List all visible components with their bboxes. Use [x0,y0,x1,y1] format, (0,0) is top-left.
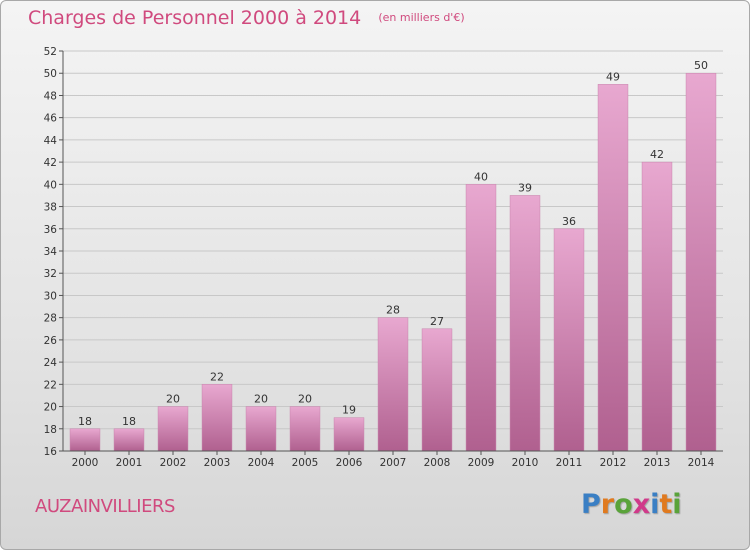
y-tick-label: 34 [44,246,58,258]
axis-layer: 16 18 20 22 24 26 28 30 32 34 36 38 40 42 44 46 48 50 52 20… [44,46,723,469]
bar-2012 [597,84,629,452]
bar-2002 [157,406,189,452]
brand-logo: Proxiti [581,489,682,520]
y-tick-label: 50 [44,68,57,80]
bar-2013 [641,161,673,452]
data-label-2002: 20 [166,393,180,406]
brand-letter: i [672,489,682,520]
x-tick-label-2004: 2004 [248,457,275,469]
brand-letter: o [614,489,633,520]
y-tick-label: 22 [44,379,57,391]
x-tick-label-2000: 2000 [72,457,99,469]
bar-2010 [509,195,541,452]
y-tick-label: 32 [44,268,57,280]
bar-2008 [421,328,453,452]
data-label-2008: 27 [430,315,444,328]
data-label-2001: 18 [122,415,136,428]
bar-2011 [553,228,585,452]
location-name: AUZAINVILLIERS [35,496,175,517]
bar-2009 [465,184,497,452]
data-label-2014: 50 [694,59,708,72]
x-tick-label-2006: 2006 [336,457,363,469]
bar-2000 [69,428,101,452]
data-label-2013: 42 [650,148,664,161]
bar-2003 [201,384,233,452]
brand-letter: x [632,489,651,520]
data-label-2012: 49 [606,70,620,83]
y-tick-label: 20 [44,402,57,414]
x-tick-label-2002: 2002 [160,457,187,469]
y-tick-label: 30 [44,290,57,302]
title-row: Charges de Personnel 2000 à 2014 (en mil… [28,7,465,29]
y-tick-label: 38 [44,202,57,214]
y-tick-label: 24 [44,357,58,369]
data-label-2009: 40 [474,170,488,183]
chart-subtitle: (en milliers d'€) [378,11,465,24]
bar-2014 [685,72,717,452]
data-label-2004: 20 [254,393,268,406]
y-tick-label: 42 [44,157,57,169]
brand-letter: t [659,489,673,520]
brand-letter: r [600,489,615,520]
y-tick-label: 46 [44,113,58,125]
y-tick-label: 48 [44,90,57,102]
data-label-2011: 36 [562,215,576,228]
x-tick-label-2013: 2013 [644,457,671,469]
x-tick-label-2007: 2007 [380,457,407,469]
x-tick-label-2014: 2014 [688,457,715,469]
bar-2007 [377,317,409,452]
x-tick-label-2011: 2011 [556,457,583,469]
x-tick-label-2005: 2005 [292,457,319,469]
x-tick-label-2012: 2012 [600,457,627,469]
y-tick-label: 26 [44,335,58,347]
y-tick-label: 28 [44,313,57,325]
data-label-2010: 39 [518,181,532,194]
x-tick-label-2003: 2003 [204,457,231,469]
bar-2006 [333,417,365,452]
data-label-2006: 19 [342,404,356,417]
x-tick-label-2008: 2008 [424,457,451,469]
bar-2005 [289,406,321,452]
brand-letter: P [581,489,601,520]
data-label-2000: 18 [78,415,92,428]
chart-title: Charges de Personnel 2000 à 2014 [28,7,362,29]
y-tick-label: 16 [44,446,58,458]
y-tick-label: 52 [44,46,57,58]
bar-layer: 18 18 20 22 20 20 19 28 27 40 39 36 49 42 50 [69,59,717,452]
data-label-2003: 22 [210,370,224,383]
x-tick-label-2009: 2009 [468,457,495,469]
brand-letter: i [650,489,660,520]
y-tick-label: 40 [44,179,57,191]
data-label-2007: 28 [386,304,400,317]
y-tick-label: 36 [44,224,58,236]
x-tick-label-2001: 2001 [116,457,143,469]
bar-2004 [245,406,277,452]
data-label-2005: 20 [298,393,312,406]
y-tick-label: 18 [44,424,57,436]
y-tick-label: 44 [44,135,58,147]
bar-2001 [113,428,145,452]
x-tick-label-2010: 2010 [512,457,539,469]
